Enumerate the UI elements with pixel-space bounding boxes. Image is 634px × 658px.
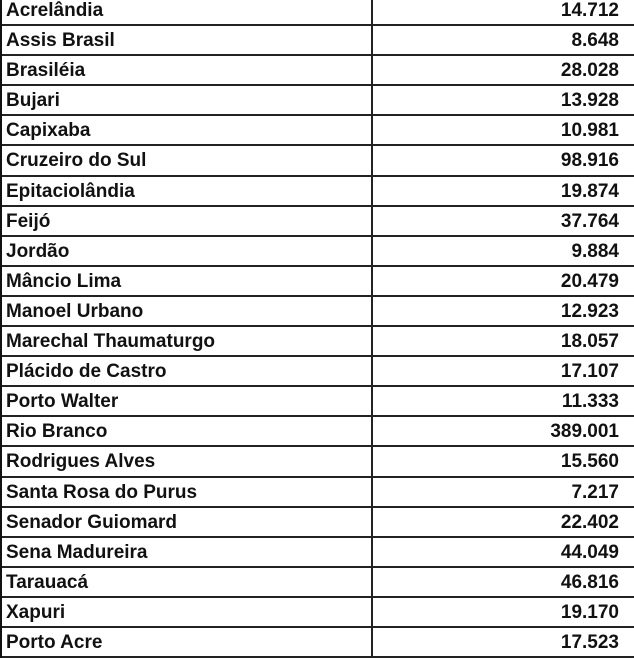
table-row: Assis Brasil 8.648 [2,26,634,57]
municipality-value: 17.107 [560,361,619,383]
table-row: Sena Madureira 44.049 [2,537,634,568]
municipality-name: Jordão [2,236,373,265]
municipality-name: Rio Branco [2,417,373,446]
table-row: Xapuri 19.170 [2,597,634,628]
table-row: Plácido de Castro 17.107 [2,357,634,388]
municipality-value: 14.712 [560,0,619,21]
municipality-value: 44.049 [560,541,619,563]
municipality-value: 8.648 [571,30,619,52]
municipality-name: Manoel Urbano [2,296,373,326]
municipality-value: 12.923 [560,300,619,322]
municipality-name: Mâncio Lima [2,266,373,295]
municipality-value: 10.981 [560,120,619,142]
table-row: Manoel Urbano 12.923 [2,296,634,328]
municipality-name: Tarauacá [2,567,373,596]
municipality-name: Epitaciolândia [2,176,373,205]
municipality-value: 28.028 [560,60,619,82]
municipality-value: 37.764 [560,210,619,232]
table-row: Capixaba 10.981 [2,116,634,147]
municipality-name: Sena Madureira [2,537,373,566]
municipality-value: 20.479 [560,270,619,292]
table-row: Jordão 9.884 [2,236,634,267]
municipality-name: Bujari [2,86,373,115]
municipality-name: Santa Rosa do Purus [2,477,373,506]
municipality-name: Plácido de Castro [2,357,373,386]
municipality-name: Brasiléia [2,56,373,85]
municipality-value: 389.001 [550,421,619,443]
table-row: Cruzeiro do Sul 98.916 [2,146,634,177]
table-row: Epitaciolândia 19.874 [2,176,634,207]
municipality-value: 9.884 [571,240,619,262]
municipality-value: 11.333 [561,391,619,413]
table-row: Tarauacá 46.816 [2,567,634,598]
municipality-name: Capixaba [2,116,373,145]
municipality-value: 19.170 [560,601,619,623]
table-row: Brasiléia 28.028 [2,56,634,87]
municipality-name: Porto Acre [2,627,373,657]
municipality-value: 7.217 [571,481,619,503]
municipality-value: 13.928 [560,90,619,112]
table-row: Marechal Thaumaturgo 18.057 [2,327,634,358]
municipality-value: 19.874 [560,180,619,202]
table-row: Senador Guiomard 22.402 [2,507,634,538]
municipality-value: 22.402 [560,511,619,533]
municipality-value: 17.523 [560,631,619,653]
municipality-name: Senador Guiomard [2,507,373,536]
municipality-value: 98.916 [560,150,619,172]
table-row: Porto Walter 11.333 [2,387,634,418]
municipality-value: 46.816 [560,571,619,593]
municipality-name: Rodrigues Alves [2,447,373,476]
municipality-name: Porto Walter [2,387,373,416]
municipality-name: Marechal Thaumaturgo [2,327,373,356]
municipality-value: 18.057 [560,331,619,353]
table-row: Santa Rosa do Purus 7.217 [2,477,634,508]
municipality-name: Assis Brasil [2,26,373,55]
table-row: Feijó 37.764 [2,206,634,237]
municipality-value: 15.560 [560,451,619,473]
table-row: Rio Branco 389.001 [2,417,634,448]
municipality-name: Feijó [2,206,373,235]
municipality-name: Xapuri [2,597,373,626]
table-row: Mâncio Lima 20.479 [2,266,634,297]
municipality-name: Acrelândia [2,0,373,25]
table-row: Acrelândia 14.712 [2,0,634,27]
table-row: Porto Acre 17.523 [2,627,634,658]
table-row: Bujari 13.928 [2,86,634,117]
table-row: Rodrigues Alves 15.560 [2,447,634,478]
municipality-name: Cruzeiro do Sul [2,146,373,175]
